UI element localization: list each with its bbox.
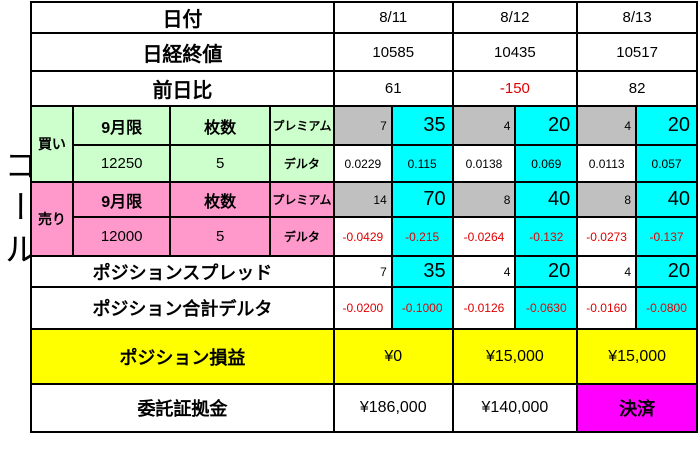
buy-premium-cell[interactable]: 7 (332, 105, 393, 146)
nikkei-close-cell-1[interactable]: 10585 (332, 32, 454, 72)
position-total-delta-cell[interactable]: -0.1000 (390, 286, 454, 330)
nikkei-close-row: 日経終値 10585 10435 10517 (30, 32, 698, 72)
position-spread-cell[interactable]: 4 (576, 255, 638, 288)
buy-delta-cell[interactable]: 0.069 (514, 144, 579, 183)
buy-premium-cell[interactable]: 4 (451, 105, 517, 146)
sell-delta-row: 12000 5 デルタ -0.0429 -0.215 -0.0264 -0.13… (31, 216, 698, 257)
prev-day-change-header[interactable]: 前日比 (30, 70, 335, 107)
nikkei-close-header[interactable]: 日経終値 (30, 32, 335, 72)
date-header[interactable]: 日付 (30, 1, 335, 34)
sell-side-label[interactable]: 売り (30, 181, 74, 257)
buy-month-label[interactable]: 9月限 (71, 105, 172, 146)
prev-day-change-row: 前日比 61 -150 82 (30, 70, 698, 107)
position-total-delta-cell[interactable]: -0.0200 (332, 286, 393, 330)
buy-delta-cell[interactable]: 0.0113 (576, 144, 638, 183)
buy-premium-label[interactable]: プレミアム (268, 105, 335, 146)
date-row: 日付 8/11 8/12 8/13 (30, 1, 698, 34)
buy-premium-row: 買い 9月限 枚数 プレミアム 7 35 4 20 4 20 (30, 105, 698, 183)
buy-delta-cell[interactable]: 0.0138 (451, 144, 517, 183)
settlement-cell[interactable]: 決済 (576, 383, 698, 433)
sell-premium-cell[interactable]: 70 (390, 181, 454, 218)
position-spread-cell[interactable]: 7 (332, 255, 393, 288)
prev-day-change-cell-3[interactable]: 82 (576, 70, 698, 107)
position-total-delta-header[interactable]: ポジション合計デルタ (30, 286, 335, 330)
prev-day-change-cell-2[interactable]: -150 (451, 70, 579, 107)
position-spread-cell[interactable]: 20 (514, 255, 579, 288)
nikkei-close-cell-2[interactable]: 10435 (451, 32, 579, 72)
buy-strike-cell[interactable]: 12250 (71, 144, 172, 183)
position-pl-header[interactable]: ポジション損益 (30, 328, 335, 385)
date-cell-3[interactable]: 8/13 (576, 1, 698, 34)
position-total-delta-row: ポジション合計デルタ -0.0200 -0.1000 -0.0126 -0.06… (30, 286, 698, 330)
sell-premium-cell[interactable]: 8 (451, 181, 517, 218)
margin-cell-1[interactable]: ¥186,000 (332, 383, 454, 433)
buy-lots-cell[interactable]: 5 (169, 144, 271, 183)
sell-delta-cell[interactable]: -0.0264 (451, 216, 517, 257)
sell-strike-cell[interactable]: 12000 (71, 216, 172, 257)
position-total-delta-cell[interactable]: -0.0126 (451, 286, 517, 330)
sell-premium-cell[interactable]: 40 (514, 181, 579, 218)
sell-delta-label[interactable]: デルタ (268, 216, 335, 257)
sell-premium-cell[interactable]: 40 (635, 181, 698, 218)
sell-premium-label[interactable]: プレミアム (268, 181, 335, 218)
sell-delta-cell[interactable]: -0.137 (635, 216, 698, 257)
position-total-delta-cell[interactable]: -0.0160 (576, 286, 638, 330)
sell-premium-cell[interactable]: 14 (332, 181, 393, 218)
position-spread-row: ポジションスプレッド 7 35 4 20 4 20 (30, 255, 698, 288)
buy-premium-cell[interactable]: 20 (514, 105, 579, 146)
margin-header[interactable]: 委託証拠金 (30, 383, 335, 433)
sell-delta-cell[interactable]: -0.0429 (332, 216, 393, 257)
position-spread-cell[interactable]: 35 (390, 255, 454, 288)
buy-side-label[interactable]: 買い (30, 105, 74, 183)
date-cell-1[interactable]: 8/11 (332, 1, 454, 34)
position-total-delta-cell[interactable]: -0.0800 (635, 286, 698, 330)
buy-premium-cell[interactable]: 20 (635, 105, 698, 146)
buy-premium-cell[interactable]: 4 (576, 105, 638, 146)
sell-month-label[interactable]: 9月限 (71, 181, 172, 218)
buy-delta-cell[interactable]: 0.057 (635, 144, 698, 183)
nikkei-close-cell-3[interactable]: 10517 (576, 32, 698, 72)
buy-delta-cell[interactable]: 0.0229 (332, 144, 393, 183)
position-pl-cell-1[interactable]: ¥0 (332, 328, 454, 385)
sell-delta-cell[interactable]: -0.132 (514, 216, 579, 257)
call-options-table: 日付 8/11 8/12 8/13 日経終値 10585 10435 10517… (30, 1, 698, 433)
sell-premium-cell[interactable]: 8 (576, 181, 638, 218)
prev-day-change-cell-1[interactable]: 61 (332, 70, 454, 107)
position-pl-cell-3[interactable]: ¥15,000 (576, 328, 698, 385)
position-pl-cell-2[interactable]: ¥15,000 (451, 328, 579, 385)
buy-delta-row: 12250 5 デルタ 0.0229 0.115 0.0138 0.069 0.… (31, 144, 698, 183)
position-spread-cell[interactable]: 20 (635, 255, 698, 288)
sell-delta-cell[interactable]: -0.215 (390, 216, 454, 257)
buy-delta-label[interactable]: デルタ (268, 144, 335, 183)
buy-premium-cell[interactable]: 35 (390, 105, 454, 146)
date-cell-2[interactable]: 8/12 (451, 1, 579, 34)
sell-lots-label[interactable]: 枚数 (169, 181, 271, 218)
buy-delta-cell[interactable]: 0.115 (390, 144, 454, 183)
position-spread-cell[interactable]: 4 (451, 255, 517, 288)
margin-cell-2[interactable]: ¥140,000 (451, 383, 579, 433)
position-spread-header[interactable]: ポジションスプレッド (30, 255, 335, 288)
position-pl-row: ポジション損益 ¥0 ¥15,000 ¥15,000 (30, 328, 698, 385)
sell-delta-cell[interactable]: -0.0273 (576, 216, 638, 257)
sell-premium-row: 売り 9月限 枚数 プレミアム 14 70 8 40 8 40 (30, 181, 698, 257)
position-total-delta-cell[interactable]: -0.0630 (514, 286, 579, 330)
sell-lots-cell[interactable]: 5 (169, 216, 271, 257)
buy-lots-label[interactable]: 枚数 (169, 105, 271, 146)
margin-row: 委託証拠金 ¥186,000 ¥140,000 決済 (30, 383, 698, 433)
